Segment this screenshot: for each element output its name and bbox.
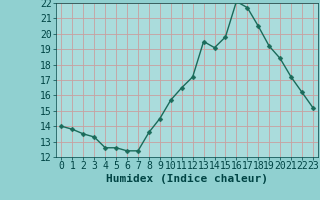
X-axis label: Humidex (Indice chaleur): Humidex (Indice chaleur) [106,174,268,184]
